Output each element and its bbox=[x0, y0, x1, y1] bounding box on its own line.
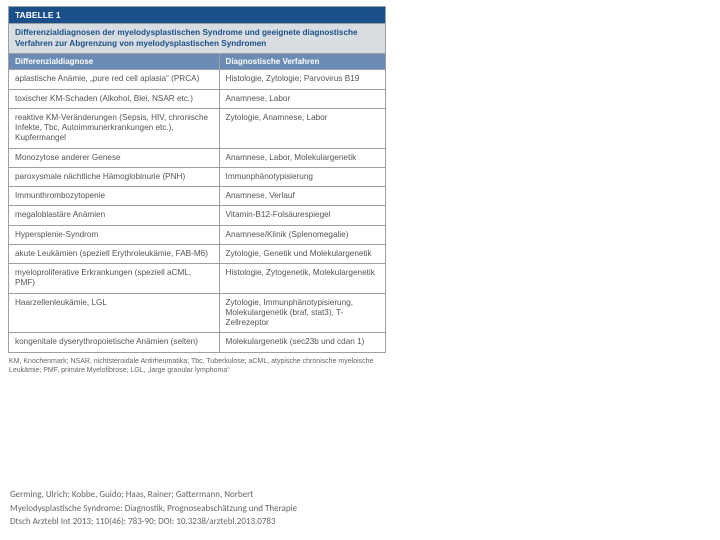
table-row: toxischer KM-Schaden (Alkohol, Blei, NSA… bbox=[9, 89, 385, 108]
citation-authors: Germing, Ulrich; Kobbe, Guido; Haas, Rai… bbox=[10, 488, 297, 502]
table-row: megaloblastäre AnämienVitamin-B12-Folsäu… bbox=[9, 205, 385, 224]
diagnosis-cell: akute Leukämien (speziell Erythroleukämi… bbox=[9, 245, 220, 263]
procedure-cell: Histologie, Zytogenetik, Molekulargeneti… bbox=[220, 264, 385, 293]
citation-ref: Dtsch Arztebl Int 2013; 110(46): 783-90;… bbox=[10, 515, 297, 529]
citation-block: Germing, Ulrich; Kobbe, Guido; Haas, Rai… bbox=[10, 488, 297, 529]
table-row: akute Leukämien (speziell Erythroleukämi… bbox=[9, 244, 385, 263]
table-row: ImmunthrombozytopenieAnamnese, Verlauf bbox=[9, 186, 385, 205]
diagnosis-cell: Immunthrombozytopenie bbox=[9, 187, 220, 205]
table-row: Hypersplenie-SyndromAnamnese/Klinik (Spl… bbox=[9, 225, 385, 244]
diagnosis-cell: myeloproliferative Erkrankungen (speziel… bbox=[9, 264, 220, 293]
procedure-cell: Zytologie, Anamnese, Labor bbox=[220, 109, 385, 148]
diagnosis-cell: kongenitale dyserythropoietische Anämien… bbox=[9, 333, 220, 351]
procedure-cell: Anamnese, Labor bbox=[220, 90, 385, 108]
table-row: aplastische Anämie, „pure red cell aplas… bbox=[9, 69, 385, 88]
procedure-cell: Histologie, Zytologie; Parvovirus B19 bbox=[220, 70, 385, 88]
table-row: Haarzellenleukämie, LGLZytologie, Immunp… bbox=[9, 293, 385, 333]
procedure-cell: Anamnese, Verlauf bbox=[220, 187, 385, 205]
col-1-header: Differenzialdiagnose bbox=[9, 54, 220, 69]
col-2-header: Diagnostische Verfahren bbox=[220, 54, 385, 69]
table-header-row: Differenzialdiagnose Diagnostische Verfa… bbox=[9, 53, 385, 69]
procedure-cell: Anamnese/Klinik (Splenomegalie) bbox=[220, 226, 385, 244]
diagnosis-cell: reaktive KM-Veränderungen (Sepsis, HIV, … bbox=[9, 109, 220, 148]
diagnosis-cell: toxischer KM-Schaden (Alkohol, Blei, NSA… bbox=[9, 90, 220, 108]
citation-title: Myelodysplastische Syndrome: Diagnostik,… bbox=[10, 502, 297, 516]
procedure-cell: Immunphänotypisierung bbox=[220, 168, 385, 186]
diagnosis-cell: Hypersplenie-Syndrom bbox=[9, 226, 220, 244]
procedure-cell: Vitamin-B12-Folsäurespiegel bbox=[220, 206, 385, 224]
table-footnote: KM, Knochenmark; NSAR, nichtsteroidale A… bbox=[8, 355, 386, 381]
table-body: aplastische Anämie, „pure red cell aplas… bbox=[9, 69, 385, 351]
procedure-cell: Anamnese, Labor, Molekulargenetik bbox=[220, 149, 385, 167]
table-row: Monozytose anderer GeneseAnamnese, Labor… bbox=[9, 148, 385, 167]
diagnosis-cell: Haarzellenleukämie, LGL bbox=[9, 294, 220, 333]
table-row: myeloproliferative Erkrankungen (speziel… bbox=[9, 263, 385, 293]
diagnosis-cell: paroxysmale nächtliche Hämoglobinurie (P… bbox=[9, 168, 220, 186]
table-row: reaktive KM-Veränderungen (Sepsis, HIV, … bbox=[9, 108, 385, 148]
table-label: TABELLE 1 bbox=[9, 7, 385, 23]
diagnosis-cell: aplastische Anämie, „pure red cell aplas… bbox=[9, 70, 220, 88]
diagnosis-cell: megaloblastäre Anämien bbox=[9, 206, 220, 224]
procedure-cell: Zytologie, Genetik und Molekulargenetik bbox=[220, 245, 385, 263]
table-1: TABELLE 1 Differenzialdiagnosen der myel… bbox=[8, 6, 386, 353]
procedure-cell: Molekulargenetik (sec23b und cdan 1) bbox=[220, 333, 385, 351]
table-row: paroxysmale nächtliche Hämoglobinurie (P… bbox=[9, 167, 385, 186]
procedure-cell: Zytologie, Immunphänotypisierung, Moleku… bbox=[220, 294, 385, 333]
table-row: kongenitale dyserythropoietische Anämien… bbox=[9, 332, 385, 351]
table-title: Differenzialdiagnosen der myelodysplasti… bbox=[9, 23, 385, 53]
diagnosis-cell: Monozytose anderer Genese bbox=[9, 149, 220, 167]
